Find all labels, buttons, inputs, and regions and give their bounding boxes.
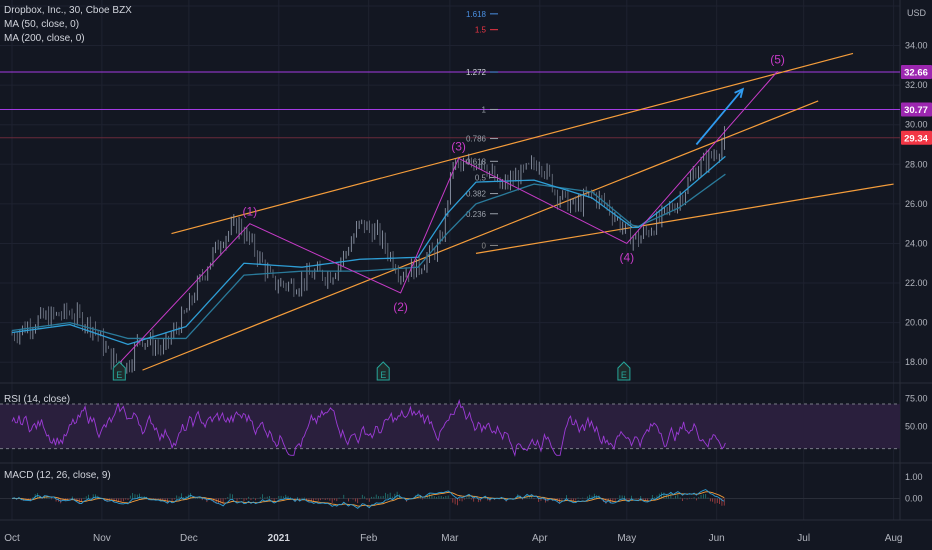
time-tick-label: Oct bbox=[4, 533, 20, 544]
ma50-legend: MA (50, close, 0) bbox=[4, 19, 80, 30]
chart-legend: Dropbox, Inc., 30, Cboe BZX MA (50, clos… bbox=[4, 4, 132, 46]
price-tag bbox=[901, 65, 932, 80]
earnings-marker: E bbox=[617, 361, 631, 381]
price-tag bbox=[901, 102, 932, 117]
fibonacci-levels: 1.618 1.5 1.272 1 0.786 0.618 0.5 0.382 0.236 0 bbox=[466, 10, 498, 250]
ma200-legend: MA (200, close, 0) bbox=[4, 33, 85, 44]
rsi-band bbox=[0, 404, 900, 449]
price-tag-label: 32.66 bbox=[904, 68, 928, 79]
price-tag-label: 29.34 bbox=[904, 133, 928, 144]
time-tick-label: Nov bbox=[93, 533, 111, 544]
wave-label: (2) bbox=[393, 300, 408, 314]
price-tag bbox=[901, 130, 932, 145]
price-tag-label: 30.77 bbox=[904, 105, 928, 116]
fib-label: 0.618 bbox=[466, 157, 487, 166]
rsi-tick-label: 50.00 bbox=[905, 421, 928, 431]
price-tick-label: 28.00 bbox=[905, 159, 928, 169]
time-tick-label: Jun bbox=[709, 533, 725, 544]
time-tick-label: Mar bbox=[441, 533, 459, 544]
price-tick-label: 22.00 bbox=[905, 278, 928, 288]
fib-label: 1.618 bbox=[466, 10, 487, 19]
currency-label: USD bbox=[907, 8, 927, 18]
wave-label: (5) bbox=[770, 52, 785, 66]
time-tick-label: Jul bbox=[797, 533, 810, 544]
price-tick-label: 26.00 bbox=[905, 199, 928, 209]
price-tick-label: 32.00 bbox=[905, 80, 928, 90]
wave-label: (1) bbox=[242, 205, 257, 219]
fib-label: 0.382 bbox=[466, 190, 487, 199]
fib-label: 0 bbox=[482, 241, 487, 250]
price-tick-label: 20.00 bbox=[905, 318, 928, 328]
fib-label: 1.272 bbox=[466, 68, 487, 77]
price-tick-label: 24.00 bbox=[905, 238, 928, 248]
fib-label: 1 bbox=[482, 105, 487, 114]
fib-label: 0.236 bbox=[466, 210, 487, 219]
time-tick-label: May bbox=[617, 533, 636, 544]
earnings-marker: E bbox=[376, 361, 390, 381]
price-tick-label: 18.00 bbox=[905, 357, 928, 367]
time-tick-label: Apr bbox=[532, 533, 548, 544]
earnings-letter: E bbox=[380, 370, 386, 380]
time-tick-label: Feb bbox=[360, 533, 378, 544]
projection-arrow-head bbox=[734, 87, 745, 99]
price-axis: 18.00 20.00 22.00 24.00 26.00 28.00 30.00 32.00… bbox=[901, 8, 932, 367]
earnings-letter: E bbox=[621, 370, 627, 380]
earnings-marker: E bbox=[112, 361, 126, 381]
wave-label: (4) bbox=[619, 250, 634, 264]
channel-line bbox=[475, 183, 894, 254]
rsi-title: RSI (14, close) bbox=[4, 394, 70, 405]
macd-tick-label: 1.00 bbox=[905, 472, 923, 482]
elliott-wave-path bbox=[116, 70, 778, 367]
channel-line bbox=[142, 100, 819, 371]
fib-label: 0.5 bbox=[475, 174, 487, 183]
time-tick-label: Dec bbox=[180, 533, 198, 544]
wave-label: (3) bbox=[451, 139, 466, 153]
symbol-title: Dropbox, Inc., 30, Cboe BZX bbox=[4, 5, 132, 16]
earnings-badge bbox=[112, 361, 126, 381]
price-tick-label: 30.00 bbox=[905, 120, 928, 130]
fib-label: 1.5 bbox=[475, 26, 487, 35]
rsi-tick-label: 75.00 bbox=[905, 393, 928, 403]
earnings-badge bbox=[376, 361, 390, 381]
ma50-line bbox=[11, 155, 726, 346]
channel-line bbox=[171, 52, 854, 235]
projection-arrow bbox=[695, 88, 744, 146]
time-tick-label: Aug bbox=[885, 533, 903, 544]
earnings-badge bbox=[617, 361, 631, 381]
macd-signal-line bbox=[11, 491, 725, 507]
price-tick-label: 34.00 bbox=[905, 41, 928, 51]
ma200-line bbox=[11, 173, 726, 340]
macd-title: MACD (12, 26, close, 9) bbox=[4, 470, 111, 481]
macd-tick-label: 0.00 bbox=[905, 493, 923, 503]
macd-line bbox=[11, 489, 725, 509]
earnings-letter: E bbox=[116, 370, 122, 380]
fib-label: 0.786 bbox=[466, 135, 487, 144]
time-tick-label: 2021 bbox=[268, 533, 291, 544]
rsi-line bbox=[11, 398, 726, 458]
